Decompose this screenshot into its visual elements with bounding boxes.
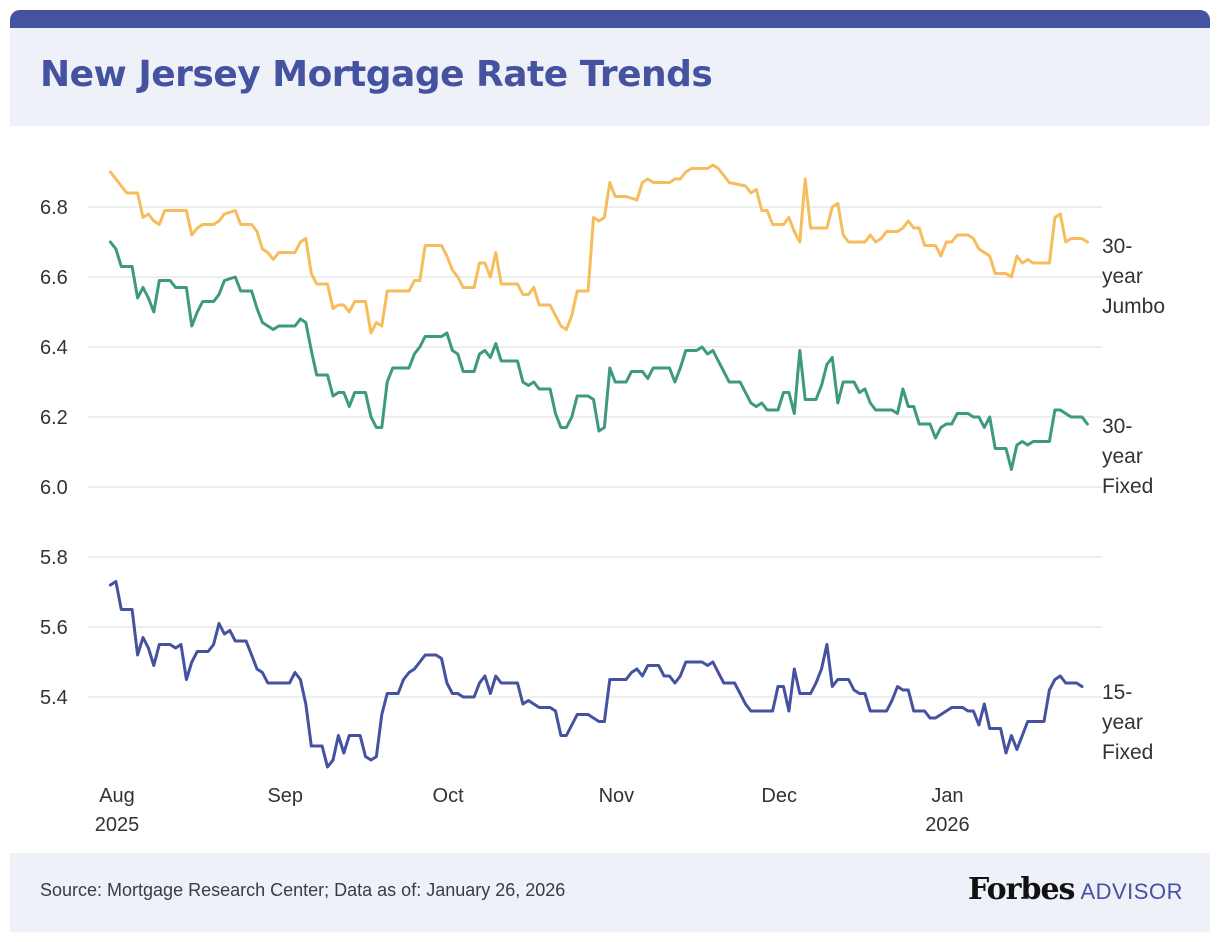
x-axis-ticks: Aug 2025 Sep Oct Nov Dec Jan 2026 (95, 785, 970, 836)
series-label-15-year-fixed: 15- (1102, 681, 1132, 704)
y-tick-label: 6.6 (40, 267, 68, 289)
x-tick-label: Sep (267, 785, 303, 807)
gridlines (88, 206, 1102, 698)
series-label-15-year-fixed: year (1102, 711, 1143, 734)
series-label-30-year-jumbo: year (1102, 265, 1143, 288)
y-tick-label: 5.6 (40, 617, 68, 639)
series-lines (108, 163, 1089, 769)
y-tick-label: 6.4 (40, 337, 68, 359)
series-label-30-year-fixed: year (1102, 445, 1143, 468)
chart-title: New Jersey Mortgage Rate Trends (40, 54, 713, 95)
series-line-30-year-fixed (108, 240, 1089, 471)
y-tick-label: 5.8 (40, 547, 68, 569)
y-tick-label: 5.4 (40, 687, 68, 709)
header-band (10, 28, 1210, 126)
series-line-30-year-jumbo (108, 163, 1089, 335)
x-tick-label: Oct (433, 785, 465, 807)
series-label-15-year-fixed: Fixed (1102, 741, 1153, 764)
x-tick-year-label: 2025 (95, 814, 140, 836)
y-tick-label: 6.2 (40, 407, 68, 429)
y-tick-label: 6.8 (40, 197, 68, 219)
series-label-30-year-jumbo: Jumbo (1102, 295, 1165, 318)
series-label-30-year-fixed: Fixed (1102, 475, 1153, 498)
y-axis-ticks: 5.4 5.6 5.8 6.0 6.2 6.4 6.6 6.8 (40, 197, 68, 709)
source-note: Source: Mortgage Research Center; Data a… (40, 880, 566, 900)
x-tick-label: Aug (99, 785, 135, 807)
series-label-30-year-fixed: 30- (1102, 415, 1132, 438)
y-tick-label: 6.0 (40, 477, 68, 499)
logo-advisor-text: ADVISOR (1080, 879, 1183, 904)
top-accent-bar (10, 10, 1210, 30)
series-labels: 30- year Jumbo 30- year Fixed 15- year Fixed (1102, 235, 1165, 764)
x-tick-label: Jan (931, 785, 963, 807)
x-tick-label: Dec (761, 785, 797, 807)
x-tick-label: Nov (599, 785, 635, 807)
series-label-30-year-jumbo: 30- (1102, 235, 1132, 258)
logo-forbes-text: Forbes (968, 872, 1075, 907)
x-tick-year-label: 2026 (925, 814, 970, 836)
series-line-15-year-fixed (108, 580, 1084, 769)
forbes-advisor-logo: Forbes ADVISOR (968, 872, 1183, 907)
footer-band (10, 853, 1210, 932)
